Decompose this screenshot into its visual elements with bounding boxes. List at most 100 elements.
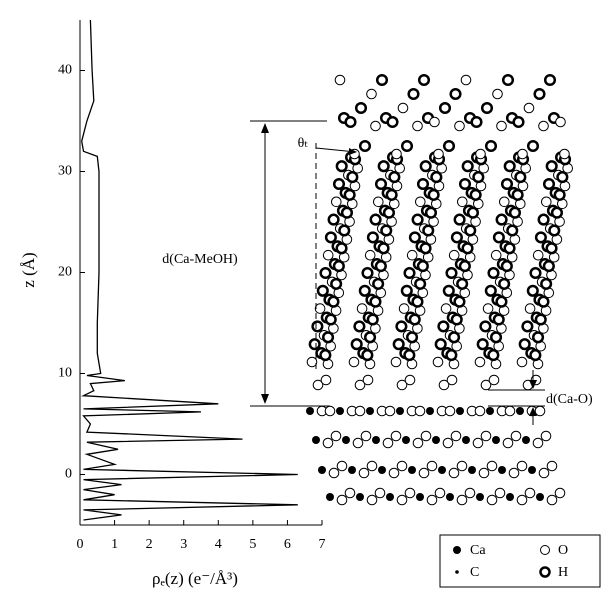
h-atom xyxy=(492,231,505,244)
h-atom xyxy=(450,231,463,244)
h-atom xyxy=(427,188,440,201)
legend-c: C xyxy=(470,565,479,580)
o-atom xyxy=(508,467,520,479)
h-atom xyxy=(537,295,550,308)
h-atom xyxy=(487,349,500,362)
h-atom xyxy=(361,349,374,362)
h-atom xyxy=(324,313,337,326)
o-atom xyxy=(366,494,378,506)
h-atom xyxy=(438,101,452,115)
h-atom xyxy=(377,242,390,255)
h-atom xyxy=(503,242,516,255)
o-atom xyxy=(398,303,410,314)
h-atom xyxy=(375,73,389,87)
x-tick-label: 0 xyxy=(77,537,84,552)
h-atom xyxy=(319,349,332,362)
h-atom xyxy=(553,188,566,201)
h-atom xyxy=(340,206,354,219)
o-atom xyxy=(370,120,381,132)
h-atom xyxy=(437,320,450,333)
ca-atom xyxy=(456,407,464,415)
h-atom xyxy=(372,277,385,290)
y-tick-label: 0 xyxy=(65,467,72,482)
ca-atom xyxy=(402,436,410,444)
o-atom xyxy=(331,196,342,208)
molecular-structure xyxy=(306,73,574,506)
h-atom xyxy=(526,139,540,153)
o-atom xyxy=(478,467,490,479)
ca-atom xyxy=(462,436,470,444)
o-atom xyxy=(460,74,472,86)
o-atom xyxy=(480,430,492,442)
o-atom xyxy=(442,437,454,449)
h-atom xyxy=(466,206,480,219)
o-atom xyxy=(306,356,318,368)
o-atom xyxy=(546,460,558,472)
h-atom xyxy=(448,331,461,344)
o-atom xyxy=(382,437,394,449)
ca-atom xyxy=(516,407,524,415)
h-atom xyxy=(416,260,429,273)
x-tick-label: 6 xyxy=(284,537,291,552)
o-atom xyxy=(358,467,370,479)
h-atom xyxy=(484,139,498,153)
ca-atom xyxy=(326,493,334,501)
y-axis-label: z (Å) xyxy=(19,252,38,287)
h-atom xyxy=(311,320,324,333)
o-atom xyxy=(420,430,432,442)
o-atom xyxy=(348,356,360,368)
h-atom xyxy=(548,224,561,237)
h-atom xyxy=(354,101,368,115)
h-atom xyxy=(500,177,514,191)
o-atom xyxy=(396,460,408,472)
o-atom xyxy=(538,120,549,132)
o-atom xyxy=(312,379,324,391)
h-atom xyxy=(388,171,401,184)
h-atom xyxy=(335,242,348,255)
ca-atom xyxy=(318,466,326,474)
h-atom xyxy=(408,231,421,244)
theta-label: θₜ xyxy=(298,136,309,151)
o-atom xyxy=(492,88,503,100)
o-atom xyxy=(555,116,566,128)
o-atom xyxy=(434,487,446,499)
ca-atom xyxy=(438,466,446,474)
h-atom xyxy=(392,338,405,351)
o-atom xyxy=(328,467,340,479)
y-tick-label: 40 xyxy=(58,63,72,78)
h-atom xyxy=(550,206,564,219)
h-atom xyxy=(369,295,382,308)
o-atom xyxy=(490,249,502,261)
ca-atom xyxy=(486,407,494,415)
o-atom xyxy=(457,196,468,208)
o-atom xyxy=(456,460,468,472)
o-atom xyxy=(336,494,348,506)
h-atom xyxy=(386,115,399,129)
o-atom xyxy=(412,437,424,449)
h-atom xyxy=(346,171,359,184)
o-atom xyxy=(524,303,536,314)
h-atom xyxy=(529,266,542,280)
ca-atom xyxy=(356,493,364,501)
h-atom xyxy=(456,277,469,290)
o-atom xyxy=(475,148,486,160)
o-atom xyxy=(456,494,468,506)
h-atom xyxy=(316,284,329,297)
h-atom xyxy=(453,213,466,226)
h-atom xyxy=(374,260,387,273)
o-atom xyxy=(390,356,402,368)
h-atom xyxy=(353,320,366,333)
h-atom xyxy=(449,87,462,101)
o-atom xyxy=(446,374,458,386)
o-atom xyxy=(390,430,402,442)
h-atom xyxy=(495,295,508,308)
h-atom xyxy=(534,313,547,326)
o-atom xyxy=(532,437,544,449)
y-tick-label: 20 xyxy=(58,265,72,280)
ca-atom xyxy=(528,466,536,474)
legend-ca: Ca xyxy=(470,543,486,558)
arrowheads xyxy=(529,380,537,416)
h-atom xyxy=(364,331,377,344)
h-atom xyxy=(479,320,492,333)
o-atom xyxy=(362,374,374,386)
